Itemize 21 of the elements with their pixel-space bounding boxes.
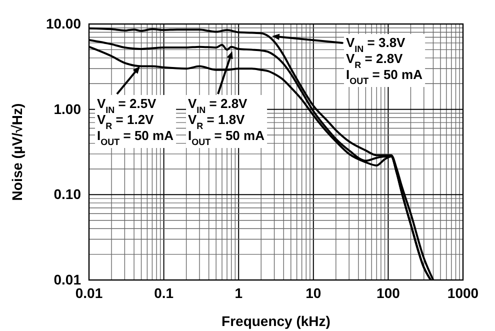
annotation: V$_{IN}$ = 2.5V: [97, 96, 157, 115]
annotation: I$_{OUT}$ = 50 mA: [346, 67, 424, 86]
annotation: I$_{OUT}$ = 50 mA: [97, 128, 174, 147]
y-tick-label: 0.01: [54, 271, 82, 288]
y-axis-title: Noise (µV/√Hz): [9, 103, 25, 201]
annotation: V$_{R}$ = 1.8V: [188, 112, 245, 131]
x-tick-label: 1000: [447, 284, 479, 301]
annotation: V$_{IN}$ = 2.8V: [188, 96, 248, 115]
y-tick-label: 10.00: [46, 15, 82, 32]
x-tick-label: 100: [376, 284, 400, 301]
x-axis-title: Frequency (kHz): [222, 313, 330, 329]
x-tick-label: 0.1: [154, 284, 174, 301]
y-tick-label: 0.10: [54, 186, 82, 202]
x-tick-label: 0.01: [75, 284, 103, 301]
annotation: V$_{R}$ = 2.8V: [346, 51, 403, 70]
x-tick-label: 10: [306, 284, 322, 301]
annotation: I$_{OUT}$ = 50 mA: [188, 128, 266, 147]
y-tick-label: 1.00: [54, 100, 82, 117]
annotation: V$_{R}$ = 1.2V: [97, 112, 154, 131]
x-tick-label: 1: [234, 284, 243, 301]
annotation: V$_{IN}$ = 3.8V: [346, 35, 406, 54]
